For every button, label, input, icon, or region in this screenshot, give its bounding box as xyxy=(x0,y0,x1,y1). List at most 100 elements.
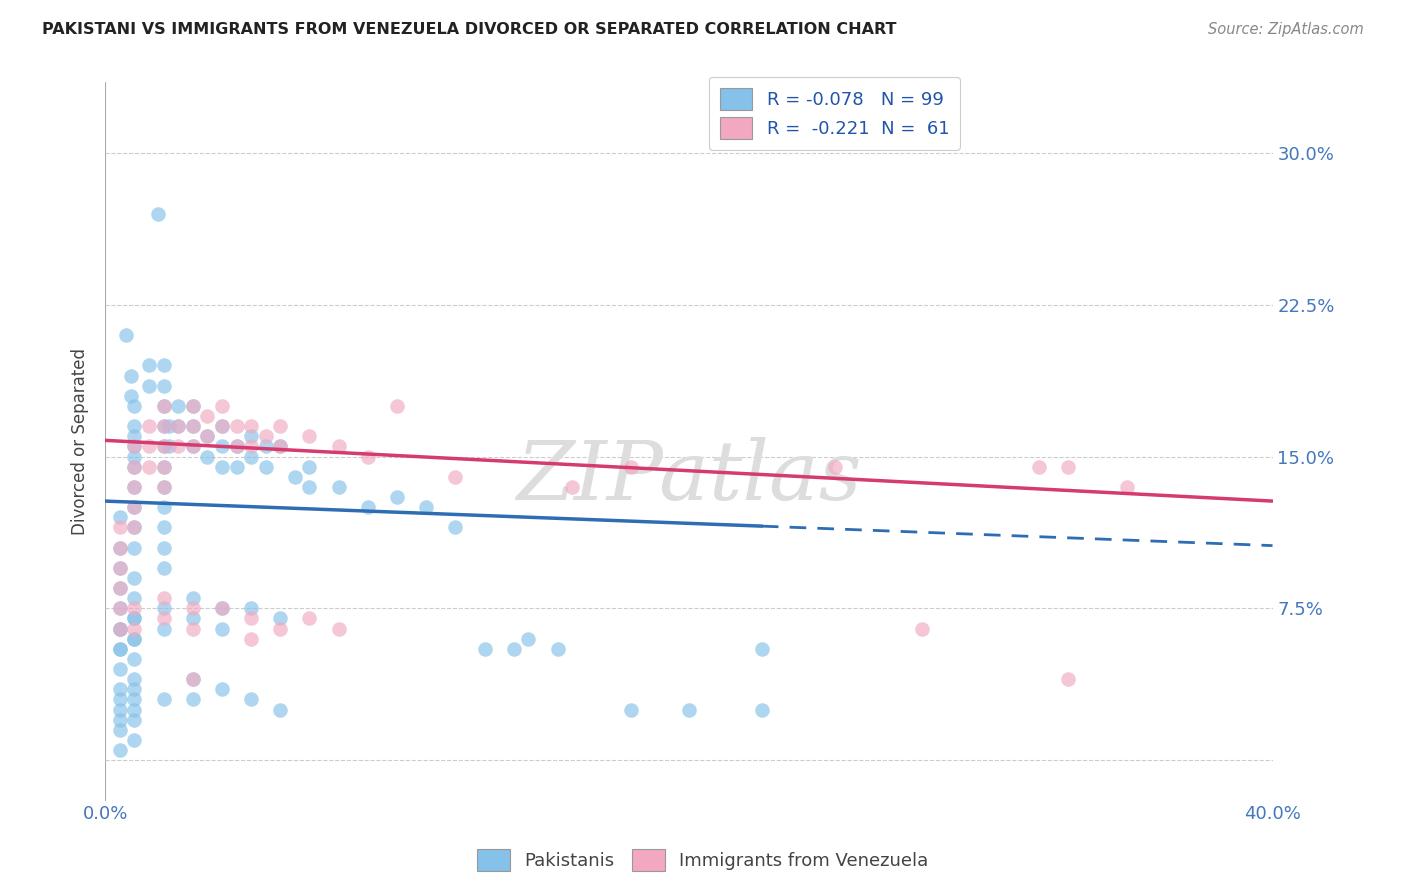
Point xyxy=(152,419,174,434)
Point xyxy=(152,459,174,474)
Point xyxy=(124,459,146,474)
Point xyxy=(444,470,467,484)
Point xyxy=(108,723,131,737)
Point xyxy=(124,439,146,453)
Point xyxy=(1028,459,1050,474)
Point xyxy=(269,611,291,625)
Point xyxy=(211,601,233,615)
Point xyxy=(181,399,204,413)
Point xyxy=(108,622,131,636)
Point xyxy=(124,500,146,515)
Point xyxy=(211,419,233,434)
Point xyxy=(240,439,263,453)
Point xyxy=(108,541,131,555)
Point xyxy=(211,439,233,453)
Point xyxy=(240,692,263,706)
Point xyxy=(167,399,190,413)
Point xyxy=(124,541,146,555)
Point xyxy=(240,450,263,464)
Point xyxy=(547,641,569,656)
Point xyxy=(240,429,263,443)
Point xyxy=(211,622,233,636)
Point xyxy=(124,632,146,646)
Point xyxy=(619,459,641,474)
Point xyxy=(146,207,169,221)
Point xyxy=(108,713,131,727)
Point xyxy=(114,328,136,343)
Point xyxy=(152,561,174,575)
Point xyxy=(357,500,380,515)
Point xyxy=(269,622,291,636)
Text: ZIPatlas: ZIPatlas xyxy=(516,437,862,517)
Point xyxy=(824,459,846,474)
Point xyxy=(108,581,131,595)
Point xyxy=(751,702,773,716)
Point xyxy=(108,601,131,615)
Point xyxy=(124,520,146,534)
Point xyxy=(181,622,204,636)
Point xyxy=(415,500,437,515)
Legend: R = -0.078   N = 99, R =  -0.221  N =  61: R = -0.078 N = 99, R = -0.221 N = 61 xyxy=(709,77,960,150)
Point xyxy=(108,662,131,676)
Point xyxy=(108,641,131,656)
Point xyxy=(108,561,131,575)
Point xyxy=(385,399,408,413)
Point xyxy=(124,520,146,534)
Point xyxy=(240,419,263,434)
Point xyxy=(124,480,146,494)
Point xyxy=(152,500,174,515)
Point xyxy=(167,419,190,434)
Point xyxy=(152,378,174,392)
Point xyxy=(108,702,131,716)
Point xyxy=(911,622,934,636)
Point xyxy=(152,399,174,413)
Point xyxy=(328,439,350,453)
Point xyxy=(211,399,233,413)
Point xyxy=(240,632,263,646)
Point xyxy=(152,541,174,555)
Text: Source: ZipAtlas.com: Source: ZipAtlas.com xyxy=(1208,22,1364,37)
Point xyxy=(108,682,131,697)
Point xyxy=(152,439,174,453)
Point xyxy=(240,611,263,625)
Point xyxy=(181,672,204,686)
Point xyxy=(167,419,190,434)
Point xyxy=(561,480,583,494)
Point xyxy=(181,611,204,625)
Point xyxy=(124,399,146,413)
Text: PAKISTANI VS IMMIGRANTS FROM VENEZUELA DIVORCED OR SEPARATED CORRELATION CHART: PAKISTANI VS IMMIGRANTS FROM VENEZUELA D… xyxy=(42,22,897,37)
Point xyxy=(254,429,277,443)
Point xyxy=(254,439,277,453)
Point xyxy=(121,389,143,403)
Point xyxy=(108,601,131,615)
Point xyxy=(444,520,467,534)
Point xyxy=(124,732,146,747)
Point xyxy=(152,520,174,534)
Point xyxy=(298,459,321,474)
Point xyxy=(1057,459,1080,474)
Point xyxy=(269,439,291,453)
Point xyxy=(385,490,408,504)
Point xyxy=(225,459,247,474)
Point xyxy=(181,439,204,453)
Point xyxy=(152,399,174,413)
Point xyxy=(152,611,174,625)
Point xyxy=(225,439,247,453)
Point xyxy=(124,692,146,706)
Point xyxy=(195,409,218,423)
Point xyxy=(152,601,174,615)
Point xyxy=(152,622,174,636)
Point xyxy=(195,450,218,464)
Point xyxy=(502,641,524,656)
Point xyxy=(124,439,146,453)
Point xyxy=(152,459,174,474)
Point xyxy=(124,622,146,636)
Point xyxy=(124,500,146,515)
Point xyxy=(195,429,218,443)
Point xyxy=(298,611,321,625)
Point xyxy=(181,601,204,615)
Point xyxy=(181,419,204,434)
Point xyxy=(124,419,146,434)
Point xyxy=(211,459,233,474)
Point xyxy=(211,682,233,697)
